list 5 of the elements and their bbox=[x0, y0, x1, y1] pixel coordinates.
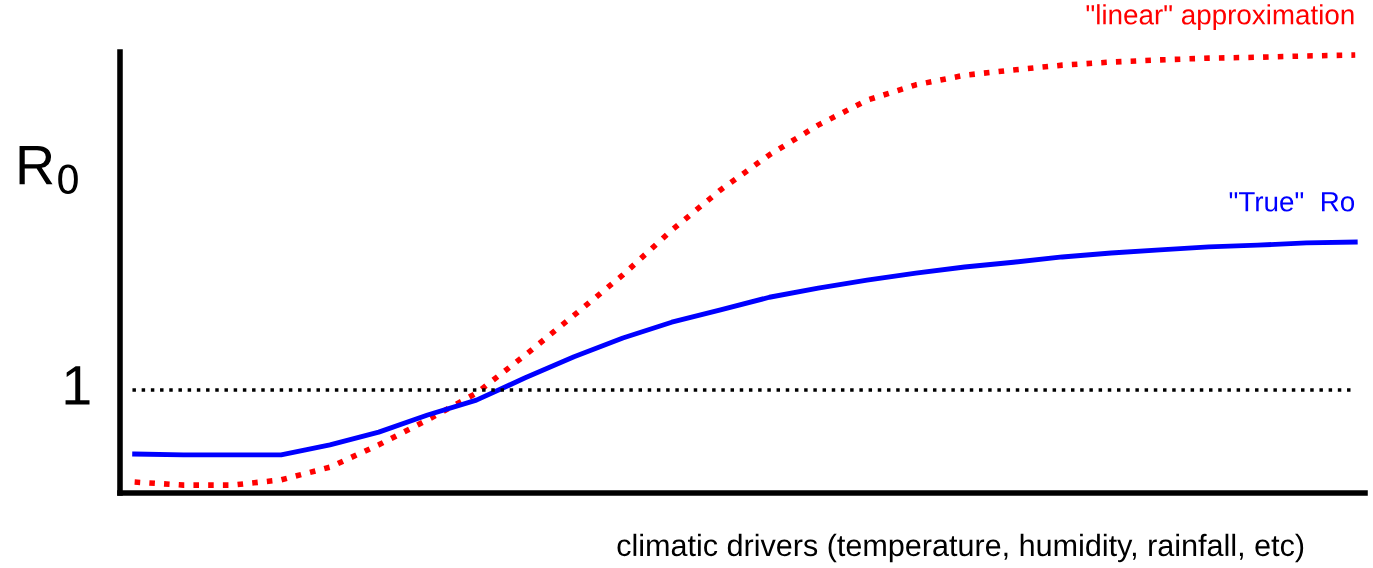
series-label: "True" Ro bbox=[1229, 192, 1355, 212]
series-label: "linear" approximation bbox=[1086, 4, 1354, 31]
y-axis-title: R$_{0}$ bbox=[19, 146, 78, 194]
x-axis-title: climatic drivers (temperature, humidity, rainfall, etc) bbox=[617, 533, 1304, 563]
text: 1 bbox=[65, 366, 90, 405]
